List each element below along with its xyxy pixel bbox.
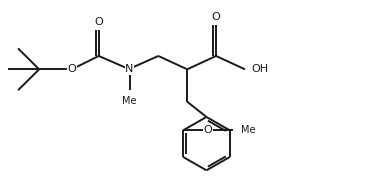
Text: Me: Me: [240, 125, 255, 135]
Text: O: O: [95, 17, 103, 27]
Text: O: O: [68, 64, 76, 74]
Text: O: O: [212, 12, 220, 22]
Text: OH: OH: [251, 64, 268, 74]
Text: Me: Me: [122, 96, 137, 106]
Text: N: N: [125, 64, 134, 74]
Text: O: O: [204, 125, 213, 135]
